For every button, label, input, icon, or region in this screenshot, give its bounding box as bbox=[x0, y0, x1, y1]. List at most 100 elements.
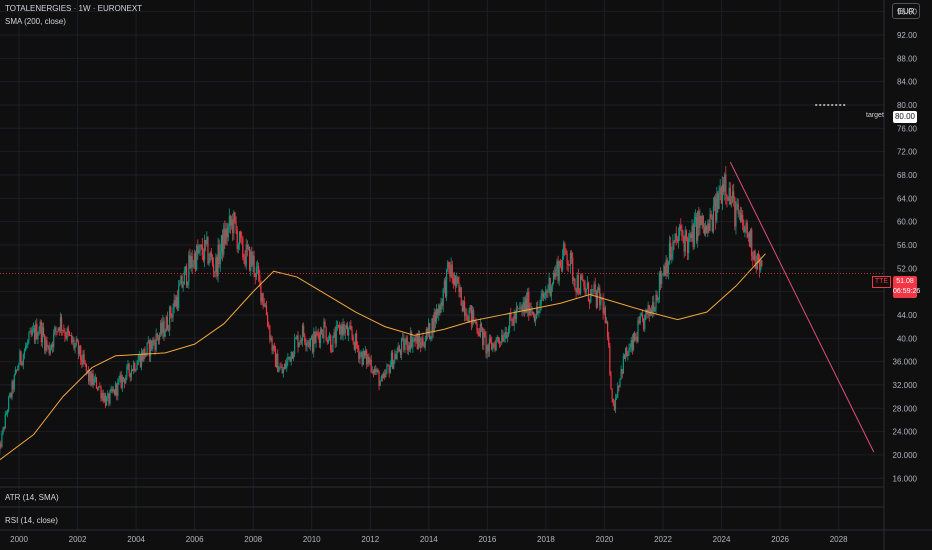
y-tick-label: 64.00 bbox=[897, 194, 918, 203]
candle-body bbox=[751, 229, 753, 257]
candle-body bbox=[265, 305, 268, 316]
candle-body bbox=[635, 336, 637, 340]
candle-body bbox=[258, 266, 260, 276]
candle-body bbox=[9, 393, 11, 398]
candle-body bbox=[404, 343, 406, 350]
candle-body bbox=[167, 329, 170, 331]
candle-body bbox=[211, 257, 214, 265]
candle-body bbox=[664, 266, 666, 276]
y-tick-label: 60.00 bbox=[897, 218, 918, 227]
candle-body bbox=[99, 386, 101, 388]
candle-body bbox=[354, 333, 357, 350]
candle-body bbox=[446, 268, 448, 297]
candle-body bbox=[681, 228, 683, 237]
candle-body bbox=[595, 291, 597, 308]
candle-body bbox=[364, 350, 367, 356]
candle-body bbox=[679, 225, 681, 236]
candle-body bbox=[64, 331, 66, 337]
candle-body bbox=[503, 338, 505, 342]
candle-body bbox=[59, 316, 62, 331]
candle-body bbox=[495, 339, 497, 351]
candle-body bbox=[226, 228, 228, 238]
candle-body bbox=[181, 276, 183, 288]
candle-body bbox=[716, 192, 718, 221]
candle-body bbox=[441, 302, 443, 306]
candle-body bbox=[110, 388, 112, 392]
candle-body bbox=[196, 245, 198, 270]
y-axis: 96.0092.0088.0084.0080.0076.0072.0068.00… bbox=[893, 8, 918, 484]
candle-body bbox=[411, 332, 413, 348]
candle-body bbox=[341, 325, 343, 336]
candle-body bbox=[41, 327, 44, 343]
candle-body bbox=[299, 340, 301, 343]
candle-body bbox=[409, 332, 412, 350]
x-tick-label: 2014 bbox=[420, 535, 438, 544]
candle-body bbox=[157, 337, 160, 340]
candle-body bbox=[582, 279, 584, 282]
candle-body bbox=[448, 262, 450, 268]
candle-body bbox=[80, 345, 82, 361]
candle-body bbox=[97, 388, 99, 390]
candle-body bbox=[742, 214, 744, 225]
candle-body bbox=[154, 342, 156, 351]
candle-body bbox=[198, 250, 200, 254]
currency-button[interactable]: EUR bbox=[892, 3, 920, 19]
chart-title[interactable]: TOTALENERGIES · 1W · EURONEXT bbox=[5, 4, 143, 13]
candle-body bbox=[603, 307, 605, 314]
candle-body bbox=[652, 302, 654, 313]
sma-indicator-label[interactable]: SMA (200, close) bbox=[5, 17, 66, 26]
candle-body bbox=[520, 306, 522, 308]
candle-body bbox=[187, 282, 189, 286]
candle-body bbox=[698, 211, 700, 228]
candle-body bbox=[494, 344, 496, 351]
candle-body bbox=[659, 272, 662, 284]
candle-body bbox=[28, 332, 30, 341]
candle-body bbox=[622, 355, 624, 374]
candle-body bbox=[21, 362, 23, 365]
x-tick-label: 2020 bbox=[596, 535, 614, 544]
candle-body bbox=[182, 284, 184, 288]
candle-body bbox=[573, 278, 575, 281]
candle-body bbox=[227, 226, 229, 238]
candle-body bbox=[590, 289, 592, 303]
candle-body bbox=[200, 245, 202, 246]
candle-body bbox=[100, 386, 102, 399]
candle-body bbox=[686, 239, 689, 254]
candle-body bbox=[482, 327, 484, 346]
candle-body bbox=[717, 192, 719, 209]
candle-body bbox=[674, 233, 676, 243]
candle-body bbox=[267, 315, 269, 326]
x-tick-label: 2018 bbox=[537, 535, 555, 544]
candle-body bbox=[611, 388, 613, 399]
candle-body bbox=[48, 345, 50, 354]
candle-body bbox=[641, 314, 644, 319]
candle-body bbox=[382, 373, 385, 378]
rsi-pane-label[interactable]: RSI (14, close) bbox=[5, 516, 58, 525]
candle-body bbox=[23, 351, 26, 355]
candle-body bbox=[147, 340, 149, 343]
candle-body bbox=[708, 223, 710, 231]
candle-body bbox=[518, 308, 520, 310]
candle-body bbox=[39, 321, 41, 332]
candle-body bbox=[434, 312, 436, 323]
candle-body bbox=[260, 280, 262, 302]
candle-body bbox=[263, 303, 265, 307]
candle-body bbox=[613, 403, 615, 410]
candle-body bbox=[461, 305, 463, 312]
candle-body bbox=[634, 333, 636, 340]
candle-body bbox=[584, 286, 586, 293]
candle-body bbox=[560, 265, 563, 270]
candle-body bbox=[471, 310, 474, 325]
candle-body bbox=[712, 205, 715, 232]
candle-body bbox=[519, 307, 521, 309]
candle-body bbox=[84, 363, 86, 364]
candle-body bbox=[107, 393, 109, 398]
candle-body bbox=[155, 333, 157, 351]
y-tick-label: 52.00 bbox=[897, 264, 918, 273]
candle-body bbox=[620, 369, 622, 379]
candle-body bbox=[199, 245, 201, 251]
candle-body bbox=[640, 314, 642, 316]
atr-pane-label[interactable]: ATR (14, SMA) bbox=[5, 493, 59, 502]
candle-body bbox=[346, 325, 349, 336]
